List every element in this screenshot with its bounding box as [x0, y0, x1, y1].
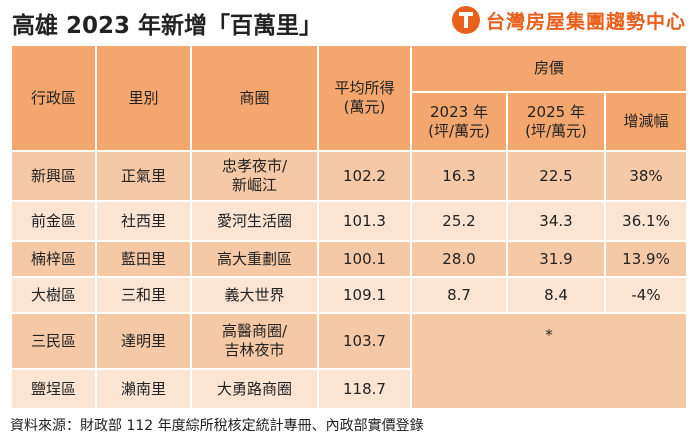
row-1-price-2025: 34.3 [508, 202, 606, 242]
row-0-price-2025: 22.5 [508, 152, 606, 202]
row-3-income: 109.1 [319, 278, 412, 314]
page-title: 高雄 2023 年新增「百萬里」 [12, 13, 323, 39]
row-0-area-line2: 新崛江 [231, 176, 277, 194]
source-note: 資料來源：財政部 112 年度綜所稅核定統計專冊、內政部實價登錄 [10, 418, 424, 434]
header-2023-unit: (坪/萬元) [428, 121, 490, 140]
row-1-area: 愛河生活圈 [192, 202, 319, 242]
header-village: 里別 [97, 46, 192, 152]
row-5-village: 瀨南里 [97, 370, 192, 410]
taiwan-realty-logo-icon [451, 6, 480, 34]
row-0-area-line1: 忠孝夜市/ [221, 157, 288, 175]
row-2-village: 藍田里 [97, 242, 192, 278]
row-2-district: 楠梓區 [12, 242, 97, 278]
header-income: 平均所得 (萬元) [319, 46, 412, 152]
brand-name: 台灣房屋集團趨勢中心 [485, 10, 686, 33]
header-2025-year: 2025 年 [527, 102, 585, 121]
row-0-change: 38% [606, 152, 688, 202]
row-3-district: 大樹區 [12, 278, 97, 314]
row-2-change: 13.9% [606, 242, 688, 278]
row-4-village: 達明里 [97, 314, 192, 370]
header-price: 房價 [412, 46, 688, 93]
row-4-income: 103.7 [319, 314, 412, 370]
header-district: 行政區 [12, 46, 97, 152]
header-area: 商圈 [192, 46, 319, 152]
row-4-area: 高醫商圈/ 吉林夜市 [192, 314, 319, 370]
row-4-district: 三民區 [12, 314, 97, 370]
row-0-area: 忠孝夜市/ 新崛江 [192, 152, 319, 202]
row-5-area: 大勇路商圈 [192, 370, 319, 410]
row-4-area-line1: 高醫商圈/ [221, 322, 288, 340]
header-2023: 2023 年 (坪/萬元) [412, 93, 508, 152]
row-0-district: 新興區 [12, 152, 97, 202]
header-2025-unit: (坪/萬元) [525, 121, 587, 140]
row-5-district: 鹽埕區 [12, 370, 97, 410]
brand: 台灣房屋集團趨勢中心 [451, 6, 686, 34]
row-0-price-2023: 16.3 [412, 152, 508, 202]
row-2-price-2023: 28.0 [412, 242, 508, 278]
row-4-area-line2: 吉林夜市 [224, 341, 285, 359]
row-3-area: 義大世界 [192, 278, 319, 314]
row-2-area: 高大重劃區 [192, 242, 319, 278]
row-3-village: 三和里 [97, 278, 192, 314]
data-table: 行政區 里別 商圈 平均所得 (萬元) 房價 2023 年 (坪/萬元) 202… [12, 46, 688, 410]
row-0-income: 102.2 [319, 152, 412, 202]
row-2-price-2025: 31.9 [508, 242, 606, 278]
row-1-change: 36.1% [606, 202, 688, 242]
row-0-village: 正氣里 [97, 152, 192, 202]
row-3-price-2023: 8.7 [412, 278, 508, 314]
row-1-income: 101.3 [319, 202, 412, 242]
header-2025: 2025 年 (坪/萬元) [508, 93, 606, 152]
row-1-price-2023: 25.2 [412, 202, 508, 242]
row-5-income: 118.7 [319, 370, 412, 410]
row-1-district: 前金區 [12, 202, 97, 242]
header-income-label: 平均所得 [334, 79, 395, 97]
header-income-unit: (萬元) [343, 98, 386, 116]
header-change: 增減幅 [606, 93, 688, 152]
row-3-price-2025: 8.4 [508, 278, 606, 314]
row-1-village: 社西里 [97, 202, 192, 242]
row-2-income: 100.1 [319, 242, 412, 278]
header-2023-year: 2023 年 [430, 102, 488, 121]
merged-price-cell: * [412, 314, 688, 410]
row-3-change: -4% [606, 278, 688, 314]
